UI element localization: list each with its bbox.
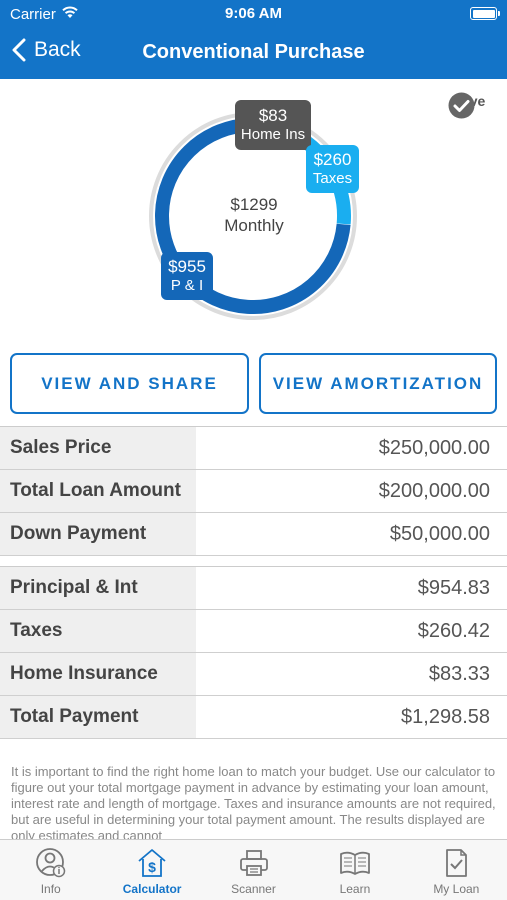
row-label: Sales Price [0,427,196,469]
tab-bar: Info $ Calculator Scanner [0,839,507,900]
tab-info[interactable]: Info [0,840,101,900]
table-row: Down Payment $50,000.00 [0,513,507,556]
table-row: Principal & Int $954.83 [0,567,507,610]
header: Carrier 9:06 AM Back Conventional Purcha… [0,0,507,79]
table-row: Taxes $260.42 [0,610,507,653]
tab-label: Scanner [231,882,276,896]
battery-icon [470,7,500,20]
table-row: Total Loan Amount $200,000.00 [0,470,507,513]
disclaimer-text: It is important to find the right home l… [11,764,496,839]
document-check-icon [406,846,507,880]
loan-summary-table: Sales Price $250,000.00 Total Loan Amoun… [0,426,507,556]
pi-bubble: $955 P & I [161,252,213,300]
row-label: Total Payment [0,696,196,738]
tab-my-loan[interactable]: My Loan [406,840,507,900]
carrier-label: Carrier [10,6,56,23]
taxes-bubble: $260 Taxes [306,145,359,193]
save-button[interactable]: Save [448,92,490,119]
info-person-icon [0,846,101,880]
tab-label: My Loan [433,882,480,896]
nav-bar: Back Conventional Purchase [0,28,507,79]
tab-label: Calculator [122,882,182,896]
row-label: Home Insurance [0,653,196,695]
chevron-left-icon [12,38,26,62]
tab-scanner[interactable]: Scanner [203,840,304,900]
status-time: 9:06 AM [225,5,282,22]
chart-center-amount: $1299 [230,195,278,214]
table-row: Sales Price $250,000.00 [0,427,507,470]
pi-bubble-value: $955 [168,257,206,276]
row-value: $250,000.00 [378,436,490,459]
chart-center-label: Monthly [224,216,284,235]
pi-bubble-label: P & I [170,276,204,294]
row-value: $1,298.58 [401,705,490,728]
svg-text:$: $ [148,859,156,875]
taxes-bubble-value: $260 [313,150,352,169]
row-value: $260.42 [417,619,490,642]
tab-learn[interactable]: Learn [304,840,405,900]
calculator-house-icon: $ [101,846,202,880]
row-value: $83.33 [428,662,490,685]
tab-calculator[interactable]: $ Calculator [101,840,202,900]
tab-label: Learn [339,882,371,896]
row-label: Total Loan Amount [0,470,196,512]
home-ins-bubble-value: $83 [258,106,288,125]
view-and-share-button[interactable]: VIEW AND SHARE [10,353,249,414]
taxes-bubble-label: Taxes [312,169,353,187]
tab-label: Info [40,882,61,896]
row-label: Principal & Int [0,567,196,609]
page-title: Conventional Purchase [142,41,365,63]
back-button[interactable]: Back [12,38,81,62]
home-ins-bubble: $83 Home Ins [235,100,311,150]
table-row: Total Payment $1,298.58 [0,696,507,739]
checkmark-circle-icon [448,92,475,119]
payment-donut-chart: $1299 Monthly $83 Home Ins $260 Taxes $9… [0,79,507,349]
printer-icon [203,846,304,880]
status-bar: Carrier 9:06 AM [0,0,507,28]
row-value: $200,000.00 [378,479,490,502]
payment-breakdown-table: Principal & Int $954.83 Taxes $260.42 Ho… [0,566,507,739]
row-label: Down Payment [0,513,196,555]
home-ins-bubble-label: Home Ins [240,125,306,143]
row-value: $50,000.00 [389,522,490,545]
row-value: $954.83 [417,576,490,599]
back-label: Back [34,38,81,61]
wifi-icon [61,5,79,24]
table-row: Home Insurance $83.33 [0,653,507,696]
row-label: Taxes [0,610,196,652]
book-icon [304,846,405,880]
view-amortization-button[interactable]: VIEW AMORTIZATION [259,353,497,414]
